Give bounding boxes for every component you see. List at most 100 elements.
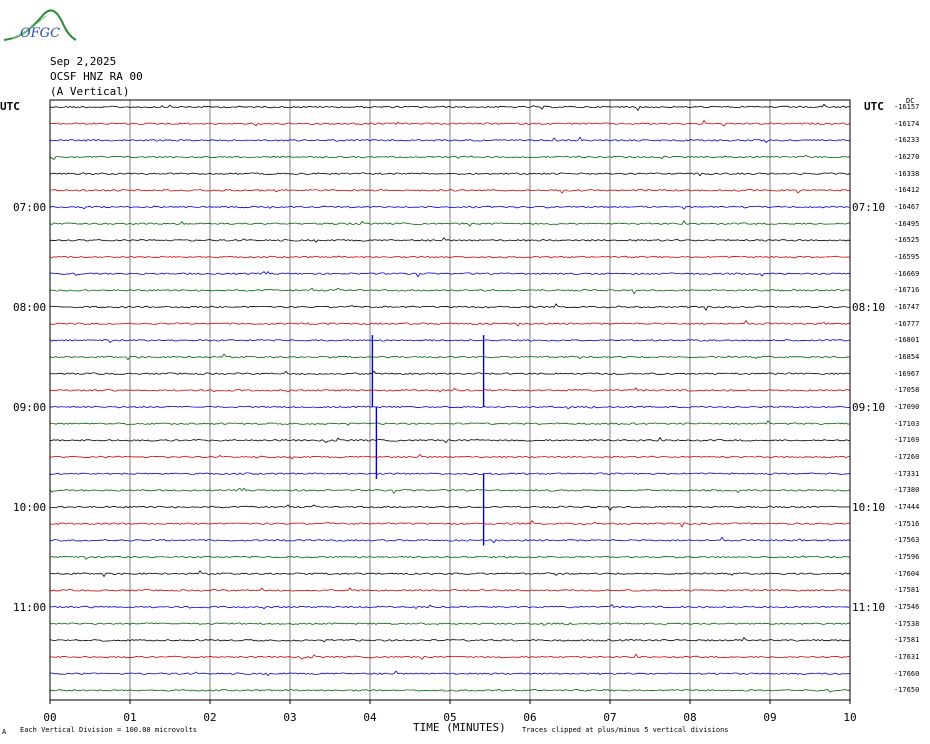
trace-line — [49, 536, 851, 544]
dc-offset-label: -16467 — [894, 203, 920, 211]
dc-offset-label: -17604 — [894, 569, 920, 578]
trace-line — [49, 353, 851, 361]
right-time-label: 11:10 — [852, 601, 886, 614]
dc-offset-label: -17538 — [894, 619, 920, 628]
trace-line — [49, 504, 851, 512]
plot-date: Sep 2,2025 — [50, 55, 117, 68]
x-tick-label: 00 — [43, 711, 56, 724]
trace-line — [49, 154, 851, 161]
left-time-label: 09:00 — [13, 401, 47, 414]
dc-label: DC — [906, 97, 915, 105]
left-time-label: 08:00 — [13, 301, 47, 314]
footnote-scale: Each Vertical Division = 100.00 microvol… — [20, 726, 198, 734]
right-time-label: 07:10 — [852, 201, 886, 214]
dc-offset-label: -17331 — [894, 469, 920, 478]
dc-offset-label: -16854 — [894, 353, 920, 361]
trace-line — [49, 670, 851, 677]
trace-line — [49, 103, 851, 112]
dc-offset-label: -16233 — [894, 136, 920, 145]
x-tick-label: 09 — [763, 711, 776, 724]
dc-offset-label: -16157 — [894, 103, 920, 111]
utc-left-label: UTC — [0, 100, 20, 113]
dc-offset-label: -16669 — [894, 269, 920, 278]
x-tick-label: 05 — [443, 711, 456, 724]
x-tick-label: 01 — [123, 711, 136, 724]
trace-line — [49, 237, 851, 243]
trace-line — [49, 303, 851, 312]
ofgc-logo: OFGC — [2, 4, 78, 44]
x-tick-label: 08 — [683, 711, 696, 724]
trace-line — [49, 570, 851, 578]
trace-line — [50, 653, 851, 661]
logo-wave-icon — [3, 9, 77, 41]
trace-line — [49, 370, 851, 375]
station-code: OCSF HNZ RA 00 — [50, 70, 143, 83]
trace-line — [49, 519, 851, 528]
dc-offset-label: -17380 — [894, 486, 920, 495]
trace-line — [49, 555, 851, 560]
trace-line — [49, 270, 851, 278]
dc-offset-label: -16525 — [894, 236, 920, 245]
corner-mark: A — [2, 728, 7, 736]
x-tick-label: 02 — [203, 711, 216, 724]
dc-offset-label: -16777 — [894, 319, 920, 328]
trace-line — [49, 136, 851, 144]
x-tick-label: 03 — [283, 711, 296, 724]
left-time-label: 10:00 — [13, 501, 47, 514]
dc-offset-label: -17058 — [894, 386, 920, 395]
left-time-label: 11:00 — [13, 601, 47, 614]
trace-line — [49, 287, 851, 295]
dc-offset-label: -17563 — [894, 536, 920, 545]
dc-offset-label: -16967 — [894, 369, 920, 378]
trace-line — [49, 220, 851, 227]
trace-line — [49, 405, 851, 410]
dc-offset-label: -16716 — [894, 286, 920, 295]
utc-right-label: UTC — [864, 100, 884, 113]
dc-offset-label: -16338 — [894, 169, 920, 178]
dc-offset-label: -16801 — [894, 336, 920, 345]
dc-offset-label: -17103 — [894, 419, 920, 428]
dc-offset-label: -16495 — [894, 219, 920, 228]
grid-lines — [129, 100, 771, 700]
dc-offset-label: -17660 — [894, 669, 920, 678]
trace-line — [49, 172, 851, 177]
dc-offset-label: -17169 — [894, 436, 920, 445]
plot-frame — [49, 99, 851, 701]
trace-line — [49, 472, 851, 475]
trace-line — [49, 622, 851, 626]
component-label: (A Vertical) — [50, 85, 130, 98]
trace-line — [49, 420, 851, 426]
footnote-clip: Traces clipped at plus/minus 5 vertical … — [522, 726, 729, 734]
trace-line — [49, 205, 851, 210]
dc-offset-label: -17581 — [894, 586, 920, 595]
dc-offset-label: -16412 — [894, 186, 920, 195]
trace-line — [49, 338, 851, 344]
left-time-label: 07:00 — [13, 201, 47, 214]
trace-line — [49, 387, 851, 393]
dc-offset-label: -16595 — [894, 253, 920, 261]
x-tick-label: 10 — [843, 711, 856, 724]
dc-offset-label: -17090 — [894, 403, 920, 411]
seismic-traces — [49, 103, 851, 693]
x-tick-label: 07 — [603, 711, 616, 724]
right-time-label: 08:10 — [852, 301, 886, 314]
trace-line — [49, 487, 851, 495]
dc-offset-label: -17516 — [894, 519, 920, 528]
trace-line — [49, 453, 850, 460]
trace-line — [49, 689, 851, 693]
trace-line — [49, 603, 851, 610]
x-axis-ticks: 00 01 02 03 04 05 06 07 08 09 10 — [43, 700, 857, 724]
right-time-label: 10:10 — [852, 501, 886, 514]
trace-line — [49, 188, 851, 194]
dc-offset-label: -17444 — [894, 503, 920, 511]
trace-line — [49, 636, 851, 643]
dc-offset-label: -17650 — [894, 686, 920, 695]
dc-offset-label: -17260 — [894, 453, 920, 461]
trace-line — [49, 255, 851, 259]
x-tick-label: 06 — [523, 711, 536, 724]
dc-offset-label: -17581 — [894, 636, 920, 645]
trace-line — [49, 436, 851, 444]
dc-offset-label: -17631 — [894, 653, 920, 661]
dc-offset-label: -16270 — [894, 153, 920, 161]
x-tick-label: 04 — [363, 711, 377, 724]
